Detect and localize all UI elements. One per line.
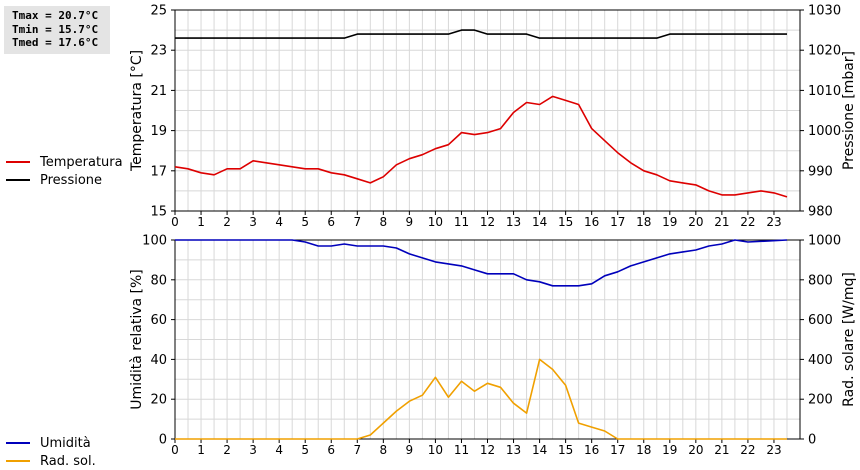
bottom-ytick-label: 40 <box>150 353 167 368</box>
bottom-xtick-label: 9 <box>406 443 414 457</box>
bottom-xtick-label: 6 <box>327 443 335 457</box>
legend-swatch-radsol <box>6 460 30 462</box>
top-ytick-right-label: 1020 <box>808 44 841 59</box>
bottom-ylabel-right: Rad. solare [W/mq] <box>841 272 857 407</box>
top-xtick-label: 23 <box>766 215 781 229</box>
top-xtick-label: 18 <box>636 215 651 229</box>
bottom-xtick-label: 15 <box>558 443 573 457</box>
top-xtick-label: 16 <box>584 215 599 229</box>
top-xtick-label: 13 <box>506 215 521 229</box>
bottom-xtick-label: 16 <box>584 443 599 457</box>
bottom-xtick-label: 23 <box>766 443 781 457</box>
top-xtick-label: 9 <box>406 215 414 229</box>
tmax-label: Tmax = 20.7°C <box>12 9 99 22</box>
bottom-xtick-label: 21 <box>714 443 729 457</box>
bottom-xtick-label: 22 <box>740 443 755 457</box>
legend-swatch-umidita <box>6 442 30 444</box>
top-ylabel: Temperatura [°C] <box>129 50 145 172</box>
bottom-ytick-label: 0 <box>159 433 167 448</box>
tmed-label: Tmed = 17.6°C <box>12 36 99 49</box>
legend-label-temperatura: Temperatura <box>40 154 123 170</box>
bottom-ytick-right-label: 200 <box>808 393 833 408</box>
bottom-series-umidit-line <box>175 239 788 287</box>
bottom-ytick-right-label: 600 <box>808 313 833 328</box>
bottom-xtick-label: 1 <box>197 443 205 457</box>
top-xtick-label: 1 <box>197 215 205 229</box>
top-xtick-label: 11 <box>454 215 469 229</box>
legend-item-temperatura: Temperatura <box>6 153 123 171</box>
top-xtick-label: 19 <box>662 215 677 229</box>
top-ylabel-right: Pressione [mbar] <box>841 51 857 170</box>
bottom-xtick-label: 7 <box>353 443 361 457</box>
bottom-xtick-label: 0 <box>171 443 179 457</box>
top-xtick-label: 8 <box>380 215 388 229</box>
bottom-xtick-label: 4 <box>275 443 283 457</box>
bottom-xtick-label: 14 <box>532 443 547 457</box>
top-xtick-label: 0 <box>171 215 179 229</box>
bottom-xtick-label: 3 <box>249 443 257 457</box>
top-series-temperatura-line <box>174 95 788 198</box>
top-ytick-label: 25 <box>150 4 167 19</box>
bottom-ytick-right-label: 1000 <box>808 234 841 249</box>
legend-swatch-temperatura <box>6 161 30 163</box>
top-xtick-label: 17 <box>610 215 625 229</box>
top-ytick-right-label: 1010 <box>808 84 841 99</box>
legend-label-umidita: Umidità <box>40 435 91 451</box>
legend-label-pressione: Pressione <box>40 172 103 188</box>
legend-item-pressione: Pressione <box>6 171 123 189</box>
legend-item-umidita: Umidità <box>6 434 96 452</box>
top-xtick-label: 14 <box>532 215 547 229</box>
top-ytick-label: 21 <box>150 84 167 99</box>
bottom-ytick-label: 20 <box>150 393 167 408</box>
top-xtick-label: 4 <box>275 215 283 229</box>
bottom-ylabel: Umidità relativa [%] <box>129 269 145 410</box>
bottom-xtick-label: 11 <box>454 443 469 457</box>
top-xtick-label: 7 <box>353 215 361 229</box>
top-xtick-label: 3 <box>249 215 257 229</box>
top-ytick-label: 15 <box>150 205 167 220</box>
bottom-ytick-right-label: 800 <box>808 273 833 288</box>
bottom-xtick-label: 17 <box>610 443 625 457</box>
top-xtick-label: 10 <box>428 215 443 229</box>
top-xtick-label: 15 <box>558 215 573 229</box>
top-xtick-label: 2 <box>223 215 231 229</box>
bottom-xtick-label: 10 <box>428 443 443 457</box>
top-xtick-label: 12 <box>480 215 495 229</box>
top-xtick-label: 6 <box>327 215 335 229</box>
bottom-xtick-label: 13 <box>506 443 521 457</box>
bottom-xtick-label: 18 <box>636 443 651 457</box>
bottom-ytick-label: 60 <box>150 313 167 328</box>
top-series-pressione-line <box>175 29 787 39</box>
bottom-ytick-label: 100 <box>142 234 167 249</box>
bottom-series-rad-sol-line <box>175 358 787 440</box>
bottom-xtick-label: 5 <box>301 443 309 457</box>
top-ytick-label: 17 <box>150 164 167 179</box>
bottom-xtick-label: 12 <box>480 443 495 457</box>
top-xtick-label: 20 <box>688 215 703 229</box>
top-ytick-label: 23 <box>150 44 167 59</box>
legend-swatch-pressione <box>6 179 30 181</box>
top-ytick-right-label: 990 <box>808 164 833 179</box>
top-ytick-label: 19 <box>150 124 167 139</box>
top-ytick-right-label: 1000 <box>808 124 841 139</box>
bottom-xtick-label: 2 <box>223 443 231 457</box>
bottom-ytick-right-label: 400 <box>808 353 833 368</box>
top-xtick-label: 21 <box>714 215 729 229</box>
bottom-ytick-right-label: 0 <box>808 433 816 448</box>
top-ytick-right-label: 980 <box>808 205 833 220</box>
top-ytick-right-label: 1030 <box>808 4 841 19</box>
bottom-ytick-label: 80 <box>150 273 167 288</box>
top-xtick-label: 5 <box>301 215 309 229</box>
legend-top: Temperatura Pressione <box>6 153 123 189</box>
bottom-xtick-label: 19 <box>662 443 677 457</box>
tmin-label: Tmin = 15.7°C <box>12 22 99 36</box>
top-xtick-label: 22 <box>740 215 755 229</box>
stats-box: Tmax = 20.7°C Tmin = 15.7°C Tmed = 17.6°… <box>4 6 110 54</box>
bottom-xtick-label: 20 <box>688 443 703 457</box>
bottom-xtick-label: 8 <box>380 443 388 457</box>
